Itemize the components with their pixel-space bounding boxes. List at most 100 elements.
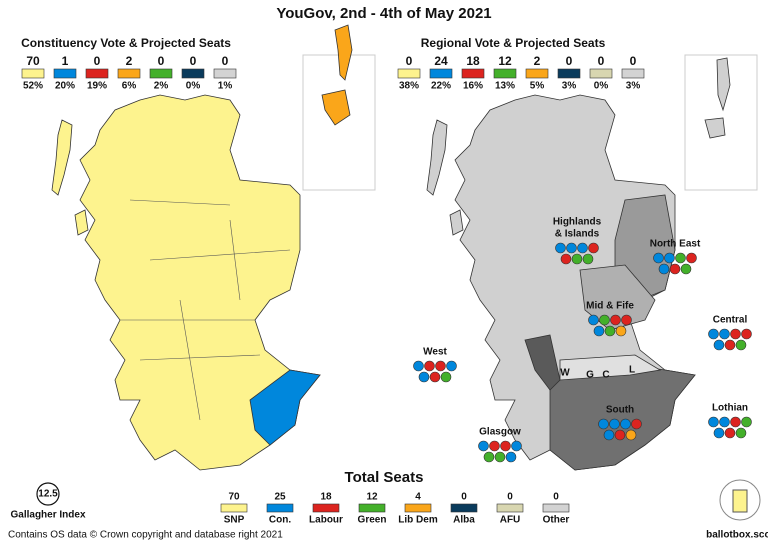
vote-share: 52% [23,81,43,92]
vote-share: 0% [186,81,201,92]
gallagher-label: Gallagher Index [10,510,85,521]
seat-dot [669,263,681,275]
seat-dot [625,429,637,441]
vote-share: 0% [594,81,609,92]
swatch [53,68,77,79]
region-label: West [423,347,447,358]
vote-share: 1% [218,81,233,92]
seat-count: 24 [434,54,448,68]
seat-count: 0 [158,54,165,68]
seat-dot [429,371,441,383]
party-name: Alba [453,515,475,526]
total-swatch [220,503,248,513]
swatch [117,68,141,79]
total-swatch [542,503,570,513]
total-seats: 12 [366,492,378,503]
region-label: Lothian [712,403,748,414]
seat-dot [610,314,621,326]
seat-dot [478,440,489,452]
seat-dot [730,328,741,340]
seat-dot [614,429,626,441]
seat-dot [418,371,430,383]
legend-heading: Constituency Vote & Projected Seats [21,36,231,50]
gallagher-circle [36,482,60,506]
seat-dot [483,451,495,463]
seat-dot [500,440,511,452]
seat-dot [588,242,599,254]
region-label: Highlands [553,217,602,228]
seat-dot [735,339,747,351]
seat-dot [609,418,620,430]
seat-count: 0 [222,54,229,68]
seat-dot [424,360,435,372]
party-name: Lib Dem [398,515,438,526]
total-swatch [312,503,340,513]
seat-count: 18 [466,54,480,68]
party-name: Labour [309,515,343,526]
seat-dot [566,242,577,254]
regional-map [426,54,758,471]
total-seats: 4 [415,492,421,503]
total-seats: 25 [274,492,286,503]
seat-count: 0 [190,54,197,68]
swatch [181,68,205,79]
swatch [397,68,421,79]
vote-share: 3% [562,81,577,92]
seat-dot [598,418,609,430]
swatch [557,68,581,79]
seat-dot [615,325,627,337]
seat-count: 12 [498,54,512,68]
seat-dot [489,440,500,452]
swatch [525,68,549,79]
total-seats: 0 [553,492,559,503]
seat-dot [686,252,697,264]
vote-share: 20% [55,81,75,92]
seat-dot [582,253,594,265]
seat-count: 2 [126,54,133,68]
seat-count: 0 [94,54,101,68]
seat-dot [713,427,725,439]
seat-dot [620,418,631,430]
vote-share: 16% [463,81,483,92]
region-label: South [606,405,634,416]
seat-count: 2 [534,54,541,68]
region-code: G [586,370,594,381]
total-seats: 0 [461,492,467,503]
party-name: SNP [224,515,245,526]
party-name: AFU [500,515,521,526]
seat-dot [621,314,632,326]
footer: Contains OS data © Crown copyright and d… [8,530,283,541]
gallagher-value: 12.5 [38,489,58,500]
region-label: Central [713,315,748,326]
total-swatch [358,503,386,513]
region-label: Mid & Fife [586,301,634,312]
seat-dot [593,325,605,337]
legend-heading: Regional Vote & Projected Seats [421,36,606,50]
seat-dot [413,360,424,372]
seat-dot [560,253,572,265]
swatch [429,68,453,79]
seat-dot [680,263,692,275]
seat-dot [708,328,719,340]
total-seats: 70 [228,492,240,503]
total-swatch [496,503,524,513]
region-label: & Islands [555,229,600,240]
total-swatch [266,503,294,513]
region-label: Glasgow [479,427,521,438]
title: YouGov, 2nd - 4th of May 2021 [276,5,491,22]
seat-dot [713,339,725,351]
seat-dot [658,263,670,275]
seat-dot [511,440,522,452]
seat-count: 0 [566,54,573,68]
region-code: L [629,365,635,376]
region-code: C [602,370,609,381]
totals-heading: Total Seats [345,469,424,486]
swatch [589,68,613,79]
seat-dot [435,360,446,372]
swatch [461,68,485,79]
seat-dot [505,451,517,463]
vote-share: 2% [154,81,169,92]
vote-share: 19% [87,81,107,92]
seat-dot [603,429,615,441]
swatch [21,68,45,79]
